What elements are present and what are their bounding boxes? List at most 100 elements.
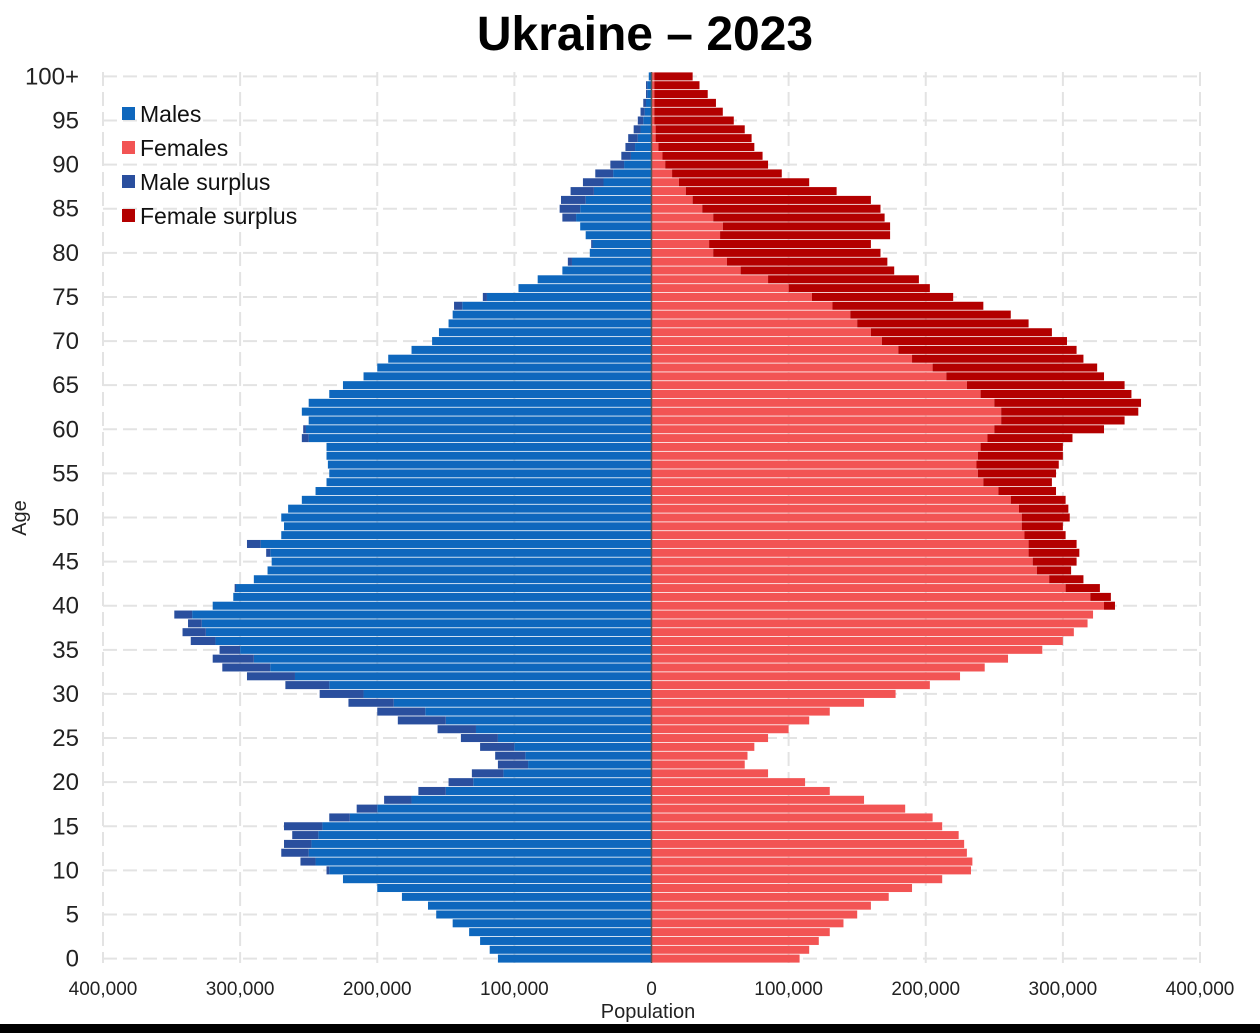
female-surplus-bar: [658, 142, 755, 151]
female-bar: [651, 575, 1050, 584]
male-surplus-bar: [628, 134, 638, 143]
male-bar: [593, 187, 652, 196]
female-surplus-bar: [980, 389, 1132, 399]
male-bar: [624, 160, 652, 169]
female-bar: [651, 469, 978, 478]
female-surplus-bar: [1024, 531, 1066, 540]
male-bar: [322, 822, 652, 831]
male-bar: [377, 363, 652, 372]
male-bar: [571, 257, 652, 266]
female-surplus-bar: [655, 125, 745, 134]
male-surplus-bar: [559, 204, 581, 213]
female-surplus-bar: [994, 425, 1105, 434]
male-surplus-bar: [595, 169, 614, 178]
axis-layer: 0 5 10 15 20 25 30 35 40 45 50 55 60 65 70 75 80 85 90 95 10…: [25, 63, 1234, 1000]
female-bar: [651, 866, 972, 875]
female-bar: [651, 681, 930, 690]
male-bar: [635, 142, 652, 151]
female-bar: [651, 116, 655, 125]
y-tick-label: 80: [52, 240, 79, 267]
male-surplus-bar: [633, 125, 641, 134]
male-bar: [647, 81, 652, 90]
male-surplus-bar: [284, 822, 323, 831]
female-bar: [651, 257, 727, 266]
female-bar: [651, 619, 1088, 628]
female-bar: [651, 910, 858, 919]
female-bar: [651, 698, 865, 707]
male-bar: [640, 125, 652, 134]
female-bar: [651, 822, 943, 831]
male-surplus-bar: [646, 90, 648, 99]
male-bar: [462, 301, 652, 310]
female-surplus-bar: [1021, 522, 1063, 531]
male-bar: [644, 107, 652, 116]
female-surplus-bar: [857, 319, 1029, 328]
male-bar: [585, 231, 652, 240]
male-surplus-bar: [570, 187, 594, 196]
female-bar: [651, 266, 741, 275]
female-bar: [651, 363, 933, 372]
male-bar: [363, 372, 652, 381]
legend-swatch-female-surplus: [122, 209, 135, 222]
male-bar: [329, 681, 652, 690]
female-bar: [651, 672, 961, 681]
x-tick-label: 400,000: [1166, 979, 1235, 1000]
male-surplus-bar: [266, 548, 271, 557]
female-surplus-bar: [654, 98, 716, 107]
female-surplus-bar: [980, 442, 1063, 451]
female-bar: [651, 884, 913, 893]
y-tick-label: 75: [52, 284, 79, 311]
male-surplus-bar: [301, 434, 309, 443]
female-surplus-bar: [1021, 513, 1070, 522]
male-bar: [311, 839, 652, 848]
female-bar: [651, 689, 896, 698]
female-bar: [651, 372, 947, 381]
female-bar: [651, 742, 755, 751]
female-surplus-bar: [987, 434, 1073, 443]
male-bar: [342, 381, 652, 390]
female-surplus-bar: [1090, 592, 1111, 601]
y-tick-label: 10: [52, 857, 79, 884]
male-surplus-bar: [326, 866, 330, 875]
female-bar: [651, 160, 666, 169]
female-bar: [651, 407, 1002, 416]
legend: Males Females Male surplus Female surplu…: [122, 101, 297, 229]
male-surplus-bar: [640, 107, 645, 116]
male-bar: [393, 698, 652, 707]
male-bar: [315, 487, 652, 496]
female-surplus-bar: [702, 204, 881, 213]
male-bar: [401, 892, 652, 901]
male-bar: [603, 178, 652, 187]
y-tick-label: 95: [52, 108, 79, 135]
male-bar: [580, 222, 652, 231]
male-surplus-bar: [562, 213, 577, 222]
male-bar: [480, 936, 652, 945]
female-bar: [651, 804, 906, 813]
male-bar: [260, 539, 652, 548]
x-tick-label: 200,000: [891, 979, 960, 1000]
female-bar: [651, 213, 714, 222]
female-bar: [651, 725, 789, 734]
female-bar: [651, 531, 1025, 540]
female-bar: [651, 310, 851, 319]
female-bar: [651, 504, 1019, 513]
male-surplus-bar: [174, 610, 193, 619]
female-bar: [651, 786, 830, 795]
y-tick-label: 15: [52, 813, 79, 840]
x-tick-label: 300,000: [206, 979, 275, 1000]
male-surplus-bar: [480, 742, 515, 751]
male-bar: [576, 213, 652, 222]
female-bar: [651, 319, 858, 328]
male-surplus-bar: [300, 857, 316, 866]
female-bar: [651, 478, 984, 487]
male-bar: [646, 98, 652, 107]
y-axis-label: Age: [9, 500, 31, 536]
female-bar: [651, 928, 830, 937]
male-bar: [271, 557, 652, 566]
female-surplus-bar: [654, 116, 734, 125]
male-bar: [486, 292, 652, 301]
male-bar: [592, 240, 652, 249]
male-surplus-bar: [292, 831, 319, 840]
male-bar: [326, 478, 652, 487]
